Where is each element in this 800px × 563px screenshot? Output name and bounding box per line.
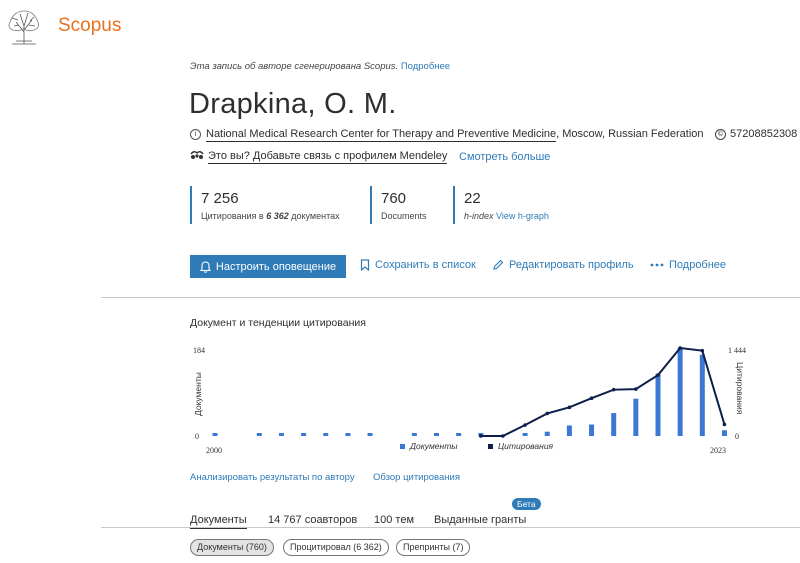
copyright-icon: © bbox=[715, 129, 726, 140]
mendeley-link[interactable]: Это вы? Добавьте связь с профилем Mendel… bbox=[190, 150, 448, 164]
affiliation-link[interactable]: National Medical Research Center for The… bbox=[206, 128, 557, 142]
bookmark-icon bbox=[360, 259, 370, 271]
left-axis-min-label: 0 bbox=[195, 432, 199, 441]
chip-preprints[interactable]: Препринты (7) bbox=[396, 539, 471, 556]
documents-bar-2022 bbox=[699, 354, 705, 436]
documents-bar-2017 bbox=[589, 424, 595, 436]
right-axis-title: Цитирования bbox=[735, 362, 745, 415]
documents-bar-2020 bbox=[655, 373, 661, 436]
left-axis-max-label: 184 bbox=[193, 346, 205, 355]
elsevier-logo bbox=[4, 8, 44, 46]
documents-label: Documents bbox=[381, 211, 427, 221]
citations-point-2016 bbox=[567, 405, 572, 410]
ellipsis-icon bbox=[650, 263, 664, 267]
beta-badge: Бета bbox=[512, 498, 541, 510]
citations-point-2022 bbox=[700, 348, 705, 353]
legend-citations-swatch bbox=[488, 444, 493, 449]
documents-bar-2003 bbox=[278, 433, 284, 436]
author-record-notice: Эта запись об авторе сгенерирована Scopu… bbox=[190, 61, 450, 72]
affiliation: i National Medical Research Center for Th… bbox=[190, 128, 704, 142]
h-index-value: 22 bbox=[464, 190, 481, 207]
legend-documents-label: Документы bbox=[409, 441, 458, 451]
right-axis-max-label: 1 444 bbox=[728, 346, 746, 355]
citations-point-2019 bbox=[634, 387, 638, 391]
analyze-results-link[interactable]: Анализировать результаты по автору bbox=[190, 472, 355, 483]
author-name: Drapkina, O. M. bbox=[189, 88, 397, 120]
more-options-button[interactable]: Подробнее bbox=[650, 259, 726, 271]
citations-point-2018 bbox=[611, 387, 616, 392]
h-index-label: h-index View h-graph bbox=[464, 211, 549, 221]
citations-metric[interactable]: 7 256 Цитирования в 6 362 документах bbox=[190, 186, 340, 224]
x-axis-start-label: 2000 bbox=[206, 446, 222, 455]
show-more-link[interactable]: Смотреть больше bbox=[459, 151, 551, 163]
mendeley-icon bbox=[190, 151, 204, 159]
documents-bar-2015 bbox=[544, 431, 550, 436]
citations-point-2013 bbox=[501, 434, 505, 438]
info-icon: i bbox=[190, 129, 201, 140]
tab-awarded-grants[interactable]: Выданные гранты bbox=[434, 514, 527, 526]
bell-icon bbox=[199, 260, 211, 273]
affiliation-location: , Moscow, Russian Federation bbox=[556, 128, 704, 140]
citations-point-2015 bbox=[545, 411, 550, 416]
citations-point-2012 bbox=[479, 434, 483, 438]
documents-bar-2021 bbox=[677, 348, 683, 436]
right-axis-min-label: 0 bbox=[735, 432, 739, 441]
section-divider bbox=[101, 297, 800, 298]
documents-metric[interactable]: 760 Documents bbox=[370, 186, 427, 224]
chip-cited-by[interactable]: Процитировал (6 362) bbox=[283, 539, 389, 556]
scopus-logo[interactable]: Scopus bbox=[58, 15, 122, 36]
documents-bar-2023 bbox=[721, 430, 727, 436]
citations-point-2021 bbox=[678, 346, 682, 350]
citations-value: 7 256 bbox=[201, 190, 239, 207]
save-to-list-button[interactable]: Сохранить в список bbox=[360, 259, 476, 271]
legend-citations-label: Цитирования bbox=[498, 441, 554, 451]
citations-point-2014 bbox=[523, 423, 527, 427]
h-graph-link[interactable]: View h-graph bbox=[496, 211, 549, 221]
set-alert-label: Настроить оповещение bbox=[215, 260, 337, 273]
documents-citations-chart: 184 0 Документы 1 444 0 Цитирования 2000… bbox=[193, 346, 746, 455]
x-axis-end-label: 2023 bbox=[710, 446, 726, 455]
author-id-value[interactable]: 57208852308 bbox=[730, 128, 798, 140]
pencil-icon bbox=[493, 259, 504, 270]
documents-bar-2007 bbox=[367, 433, 373, 436]
tab-documents[interactable]: Документы bbox=[190, 514, 247, 529]
mendeley-link-text[interactable]: Это вы? Добавьте связь с профилем Mendel… bbox=[208, 150, 448, 164]
documents-bar-2018 bbox=[611, 413, 617, 436]
citations-point-2023 bbox=[722, 422, 727, 427]
edit-profile-button[interactable]: Редактировать профиль bbox=[492, 259, 634, 271]
tab-topics[interactable]: 100 тем bbox=[374, 514, 415, 526]
legend-documents-swatch bbox=[400, 444, 405, 449]
citations-line bbox=[480, 346, 726, 437]
notice-text: Эта запись об авторе сгенерирована Scopu… bbox=[190, 61, 399, 72]
documents-value: 760 bbox=[381, 190, 407, 207]
documents-bar-2002 bbox=[256, 433, 262, 436]
chip-documents[interactable]: Документы (760) bbox=[190, 539, 274, 556]
citation-overview-link[interactable]: Обзор цитирования bbox=[373, 472, 460, 483]
documents-bar-2006 bbox=[345, 433, 351, 436]
tabs-divider bbox=[101, 527, 800, 528]
documents-bar-2014 bbox=[522, 433, 528, 436]
chart-section-title: Документ и тенденции цитирования bbox=[190, 317, 366, 329]
documents-bar-2005 bbox=[323, 433, 329, 436]
documents-bar-2016 bbox=[566, 425, 572, 436]
set-alert-button[interactable]: Настроить оповещение bbox=[190, 255, 346, 278]
documents-bar-2009 bbox=[411, 433, 417, 436]
documents-bar-2004 bbox=[301, 433, 307, 436]
citations-point-2017 bbox=[589, 396, 594, 401]
documents-bar-2010 bbox=[434, 433, 439, 436]
documents-bar-2019 bbox=[633, 398, 639, 436]
citations-label: Цитирования в 6 362 документах bbox=[201, 211, 340, 221]
tab-coauthors[interactable]: 14 767 соавторов bbox=[268, 514, 358, 526]
h-index-metric: 22 h-index View h-graph bbox=[453, 186, 549, 224]
documents-bar-2011 bbox=[456, 433, 462, 436]
left-axis-title: Документы bbox=[193, 372, 203, 416]
notice-more-link[interactable]: Подробнее bbox=[400, 61, 451, 72]
citations-point-2020 bbox=[656, 373, 660, 377]
author-id: © 57208852308 bbox=[715, 128, 797, 140]
documents-bar-2000 bbox=[212, 433, 218, 436]
